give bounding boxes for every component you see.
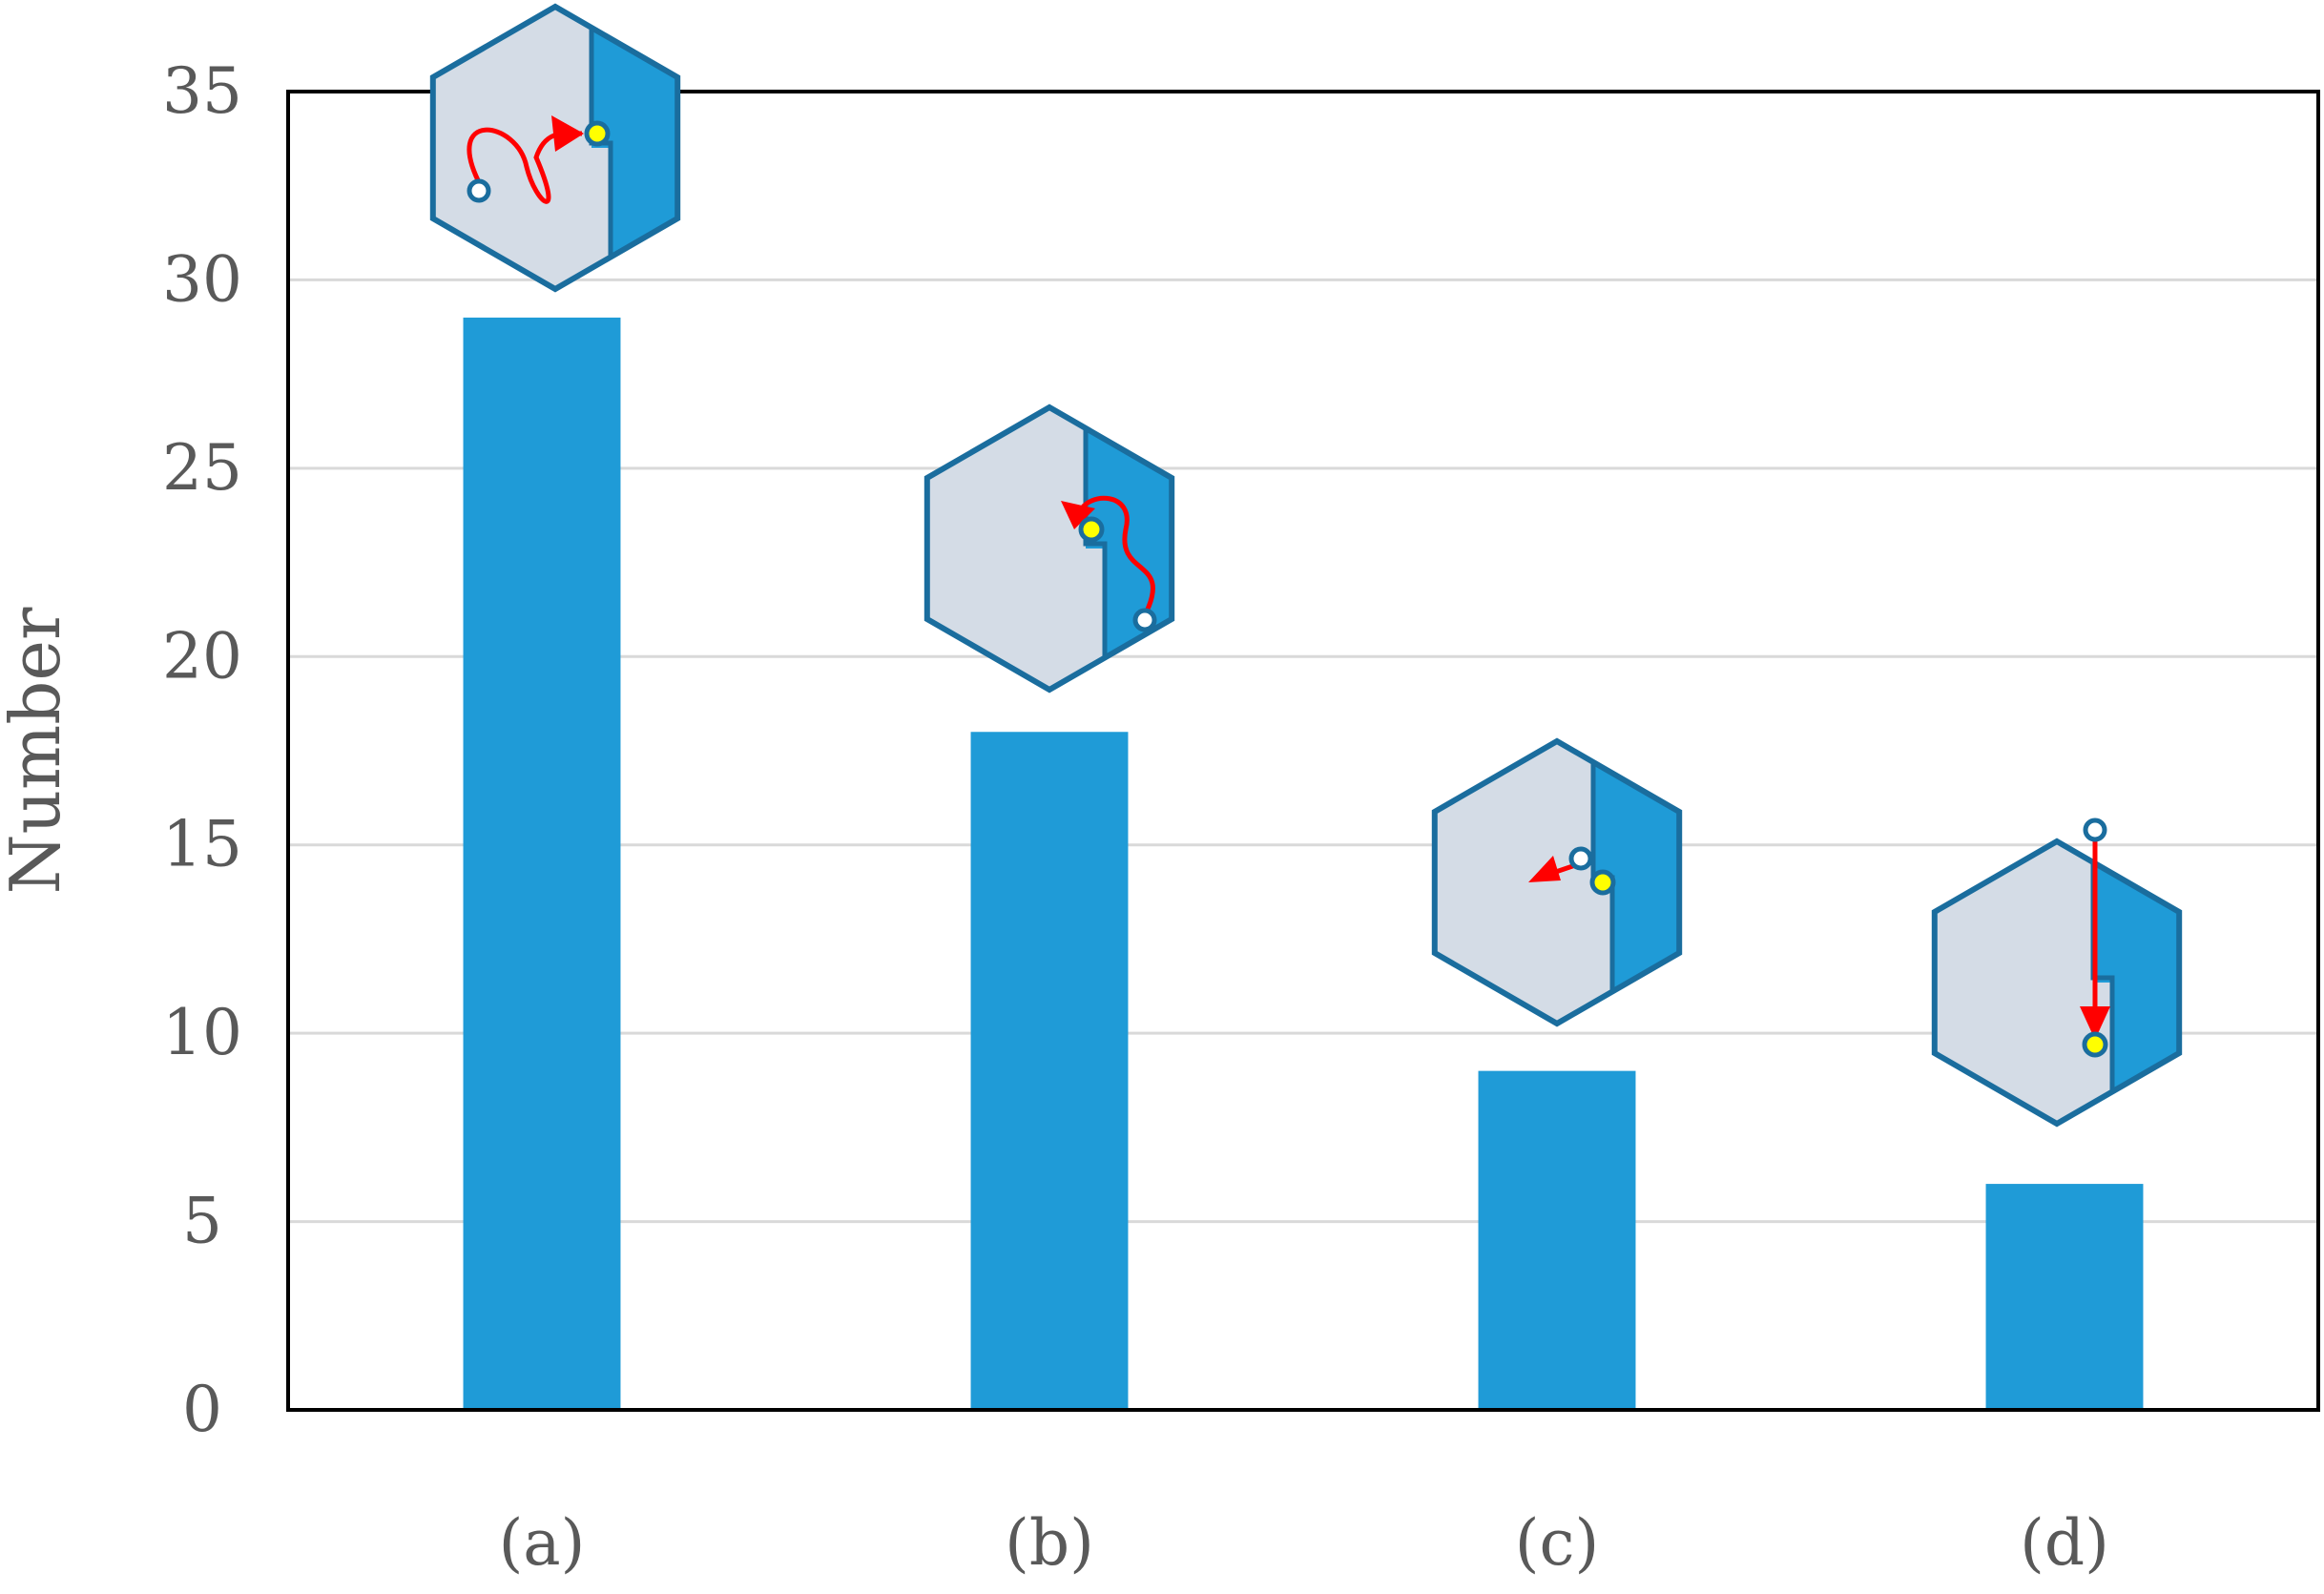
- bar: [970, 732, 1129, 1410]
- hexagon-with-curved-path-to-opening-icon: [429, 3, 681, 293]
- hexagon-with-short-path-near-opening-icon: [1431, 737, 1683, 1027]
- bar: [1478, 1070, 1636, 1410]
- x-category-label: (a): [499, 1506, 586, 1580]
- x-category-labels: (a) (b) (c) (d): [499, 1506, 2109, 1580]
- hexagon-with-straight-path-from-outside-icon: [1931, 818, 2183, 1128]
- grid-layer: [288, 278, 2318, 1224]
- y-tick-label: 30: [162, 242, 242, 316]
- y-tick-label: 35: [162, 54, 242, 128]
- y-tick-label: 0: [182, 1373, 222, 1446]
- y-tick-label: 5: [182, 1185, 222, 1258]
- icon-layer: [429, 3, 2183, 1128]
- x-category-label: (c): [1515, 1506, 1599, 1580]
- y-tick-label: 25: [162, 431, 242, 505]
- y-tick-label: 20: [162, 619, 242, 693]
- plot-frame: [286, 90, 2320, 1412]
- y-axis-title: Number: [0, 607, 75, 894]
- x-category-label: (b): [1005, 1506, 1094, 1580]
- bar: [463, 317, 621, 1410]
- y-tick-label: 15: [162, 808, 242, 881]
- x-category-label: (d): [2020, 1506, 2109, 1580]
- bar: [1985, 1184, 2144, 1410]
- y-tick-labels: 0 5 10 15 20 25 30 35: [162, 54, 242, 1446]
- bar-layer: [463, 317, 2144, 1410]
- hexagon-with-curved-path-inside-wall-icon: [923, 404, 1175, 693]
- y-tick-label: 10: [162, 996, 242, 1069]
